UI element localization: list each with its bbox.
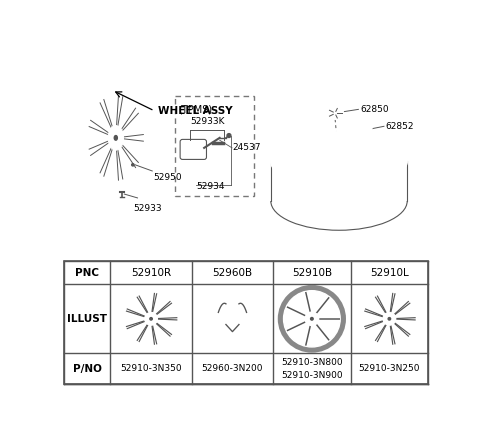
Circle shape [144,312,157,325]
Text: WHEEL ASSY: WHEEL ASSY [158,106,233,116]
Circle shape [311,322,313,324]
Text: 62850: 62850 [360,105,388,114]
Text: P/NO: P/NO [72,364,102,374]
Circle shape [150,322,152,324]
Ellipse shape [114,144,117,148]
Bar [64,261,428,384]
Ellipse shape [271,172,407,230]
Text: 62852: 62852 [385,122,414,131]
Text: 52910-3N800
52910-3N900: 52910-3N800 52910-3N900 [281,358,343,380]
Text: 52960-3N200: 52960-3N200 [202,364,263,373]
Text: (TPMS): (TPMS) [179,105,213,115]
Circle shape [386,315,388,316]
Ellipse shape [213,294,252,344]
Text: 52933: 52933 [133,204,162,213]
Text: 52910-3N250: 52910-3N250 [359,364,420,373]
Text: PNC: PNC [75,268,99,278]
Ellipse shape [288,139,389,183]
Ellipse shape [288,139,389,183]
Circle shape [313,315,315,316]
Ellipse shape [310,148,368,174]
Text: 52934: 52934 [196,182,225,191]
Circle shape [153,315,155,316]
FancyBboxPatch shape [175,96,254,196]
Text: 24537: 24537 [233,144,261,152]
Polygon shape [357,124,372,133]
Circle shape [305,312,319,326]
Ellipse shape [326,107,344,119]
Circle shape [146,319,148,321]
Ellipse shape [109,138,112,143]
Circle shape [315,319,317,321]
Circle shape [388,322,390,324]
Ellipse shape [108,125,123,150]
Text: 52950: 52950 [154,172,182,182]
Circle shape [388,318,391,320]
Ellipse shape [331,157,347,164]
Ellipse shape [310,148,368,174]
Circle shape [362,292,416,346]
Ellipse shape [331,157,347,164]
Circle shape [309,315,311,316]
Circle shape [383,312,396,325]
Circle shape [307,319,309,321]
Text: 52910R: 52910R [131,268,171,278]
Circle shape [148,315,150,316]
Ellipse shape [211,290,254,347]
Ellipse shape [120,138,122,143]
Circle shape [279,287,345,351]
Circle shape [311,318,313,320]
Ellipse shape [85,89,146,187]
Circle shape [150,318,152,320]
Circle shape [392,319,394,321]
Circle shape [132,163,134,166]
Text: 52960B: 52960B [212,268,252,278]
Ellipse shape [271,132,407,190]
Text: 52933K: 52933K [190,117,225,126]
Circle shape [284,291,340,347]
Ellipse shape [118,129,120,133]
Circle shape [124,292,178,346]
Ellipse shape [271,132,407,190]
Circle shape [154,319,156,321]
Circle shape [227,134,231,137]
Text: ILLUST: ILLUST [67,314,107,324]
Ellipse shape [87,92,144,184]
Circle shape [391,315,393,316]
Text: 52910L: 52910L [370,268,409,278]
Ellipse shape [111,129,114,133]
Ellipse shape [114,136,117,140]
Text: 52910B: 52910B [292,268,332,278]
Ellipse shape [331,110,339,116]
Circle shape [384,319,386,321]
Text: 52910-3N350: 52910-3N350 [120,364,182,373]
FancyBboxPatch shape [180,140,206,159]
